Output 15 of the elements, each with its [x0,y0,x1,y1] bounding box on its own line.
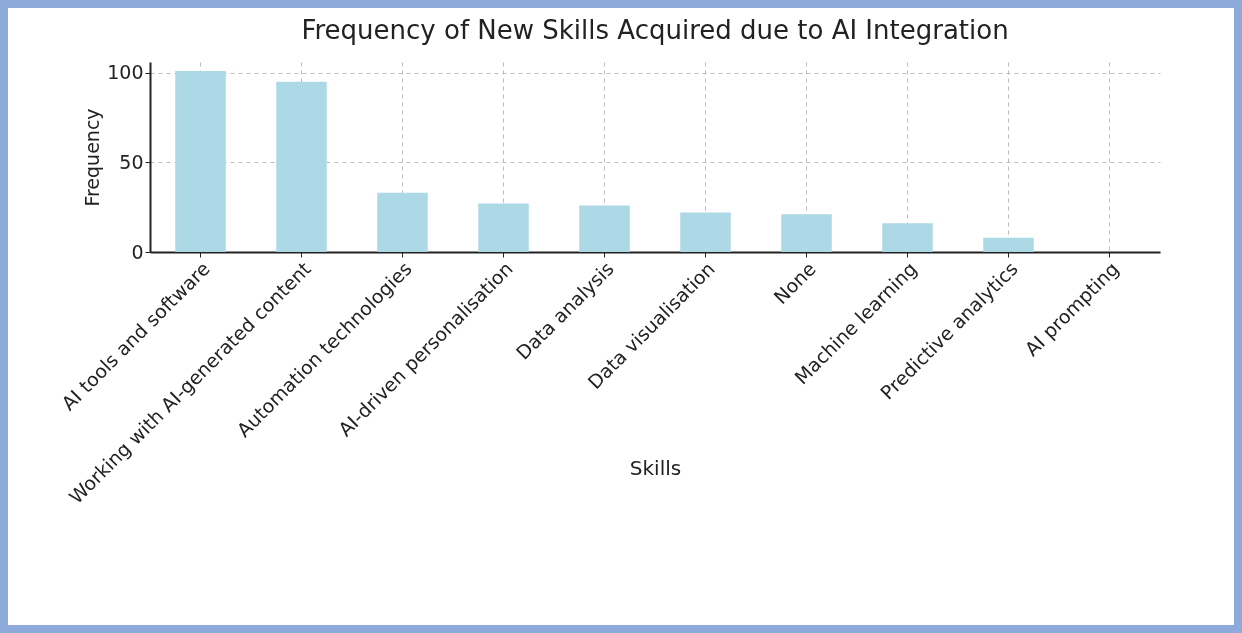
bar [781,214,832,252]
bar [276,81,327,252]
chart-title: Frequency of New Skills Acquired due to AI Integration [301,15,1009,45]
bar [680,212,731,252]
bar [882,223,933,252]
bar [377,192,428,252]
bar [175,70,226,252]
y-tick-label: 50 [119,150,144,173]
y-axis-title: Frequency [81,108,104,207]
y-tick-label: 0 [131,240,144,263]
bar [983,237,1034,252]
bar [579,205,630,252]
x-axis-title: Skills [629,455,682,480]
y-tick-label: 100 [107,61,144,84]
bar [478,203,529,252]
